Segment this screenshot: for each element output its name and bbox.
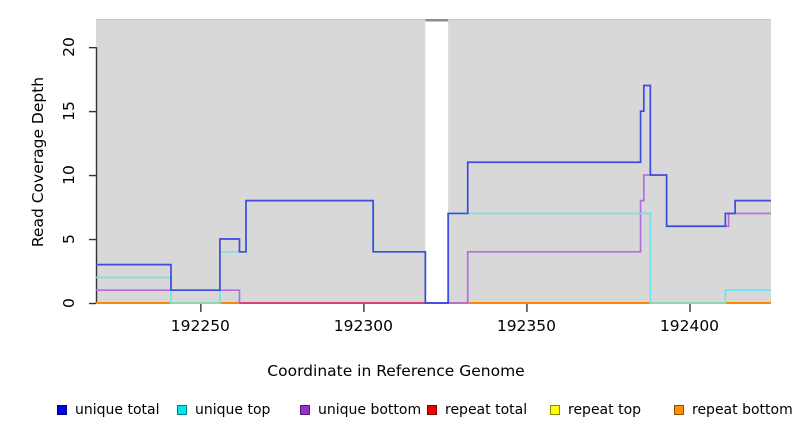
y-tick-label: 10 [60,165,78,185]
gap-band-notch [425,19,449,22]
gap-band [425,19,449,303]
repeat-top-swatch-icon [550,404,560,415]
x-tick-label: 192350 [496,317,556,335]
x-axis-title: Coordinate in Reference Genome [267,362,525,380]
legend-item-unique-top: unique top [177,401,271,418]
y-tick-label: 20 [60,37,78,58]
x-tick-label: 192400 [659,317,720,335]
y-tick-label: 5 [60,234,78,244]
legend-item-unique-bottom: unique bottom [300,401,422,418]
unique-total-swatch-icon [57,404,67,415]
legend-label: repeat top [568,401,642,418]
legend-item-repeat-top: repeat top [550,401,642,418]
y-tick-label: 0 [60,298,78,308]
y-axis-title: Read Coverage Depth [29,76,47,248]
x-tick-label: 192300 [333,317,393,335]
repeat-bottom-swatch-icon [674,404,684,415]
unique-top-swatch-icon [177,404,187,415]
legend-label: repeat total [445,401,528,418]
unique-bottom-swatch-icon [300,404,310,415]
legend-label: unique total [75,401,160,418]
series-line-unique-total [96,84,771,304]
legend-item-unique-total: unique total [57,401,160,418]
legend-label: repeat bottom [692,401,792,418]
y-tick-label: 15 [60,101,78,121]
repeat-total-swatch-icon [427,404,437,415]
legend-item-repeat-bottom: repeat bottom [674,401,792,418]
legend-label: unique top [195,401,271,418]
plot-legend: unique total unique top unique bottom re… [0,400,792,424]
x-tick-label: 192250 [170,317,230,335]
legend-label: unique bottom [318,401,422,418]
legend-item-repeat-total: repeat total [427,401,528,418]
